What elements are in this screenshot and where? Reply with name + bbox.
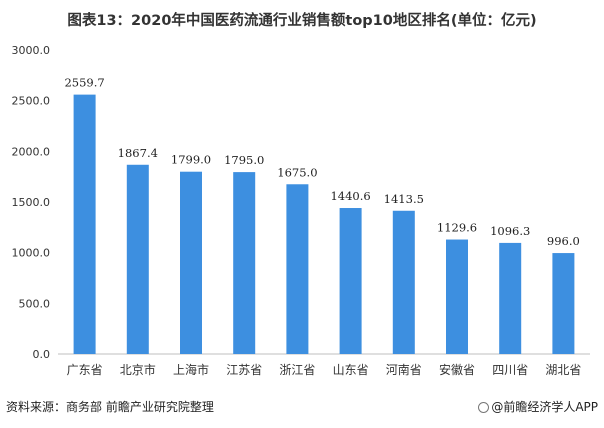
x-axis: 广东省 北京市 上海市 江苏省 浙江省 山东省 河南省 安徽省 四川省 湖北省 — [67, 362, 582, 377]
data-label: 1413.5 — [384, 192, 424, 206]
data-label: 1795.0 — [224, 153, 264, 167]
data-label: 1675.0 — [277, 165, 317, 179]
y-tick-label: 2000.0 — [12, 145, 51, 158]
chart-title: 图表13：2020年中国医药流通行业销售额top10地区排名(单位：亿元) — [67, 13, 537, 29]
category-label: 浙江省 — [279, 363, 315, 377]
y-tick-label: 1500.0 — [12, 196, 51, 209]
brand-credit: @前瞻经济学人APP — [478, 398, 598, 415]
y-tick-label: 0.0 — [33, 348, 51, 361]
bar-1 — [73, 94, 96, 354]
y-tick-label: 1000.0 — [12, 247, 51, 260]
data-labels: 2559.7 1867.4 1799.0 1795.0 1675.0 1440.6 1413… — [64, 76, 579, 248]
bar-9 — [499, 242, 522, 354]
category-label: 广东省 — [67, 363, 103, 377]
category-label: 四川省 — [492, 363, 528, 377]
category-label: 上海市 — [173, 362, 209, 377]
data-label: 1096.3 — [490, 224, 530, 238]
bar-7 — [392, 210, 415, 354]
category-label: 安徽省 — [439, 362, 475, 377]
y-tick-label: 3000.0 — [12, 44, 51, 57]
brand-credit-text: @前瞻经济学人APP — [491, 400, 598, 414]
bar-6 — [339, 208, 362, 354]
bar-8 — [446, 239, 468, 354]
data-label: 2559.7 — [64, 76, 104, 90]
bar-10 — [552, 253, 575, 354]
bar-chart: 0.0 500.0 1000.0 1500.0 2000.0 2500.0 3000.0 2… — [12, 44, 590, 377]
data-label: 996.0 — [547, 234, 580, 248]
bar-2 — [126, 164, 149, 354]
category-label: 河南省 — [386, 362, 422, 377]
bar-5 — [286, 184, 309, 354]
y-axis: 0.0 500.0 1000.0 1500.0 2000.0 2500.0 3000.0 — [12, 44, 51, 361]
bar-4 — [233, 172, 256, 354]
y-tick-label: 2500.0 — [12, 95, 51, 108]
data-label: 1867.4 — [118, 146, 158, 160]
data-label: 1440.6 — [330, 189, 370, 203]
category-label: 北京市 — [120, 362, 156, 377]
data-label: 1129.6 — [437, 221, 477, 235]
category-label: 山东省 — [333, 363, 369, 377]
y-tick-label: 500.0 — [19, 297, 51, 310]
bars — [73, 94, 575, 354]
bar-3 — [180, 171, 202, 354]
category-label: 江苏省 — [226, 363, 262, 377]
source-note: 资料来源：商务部 前瞻产业研究院整理 — [6, 400, 214, 414]
data-label: 1799.0 — [171, 153, 211, 167]
brand-logo-icon — [478, 402, 490, 413]
category-label: 湖北省 — [545, 362, 581, 377]
